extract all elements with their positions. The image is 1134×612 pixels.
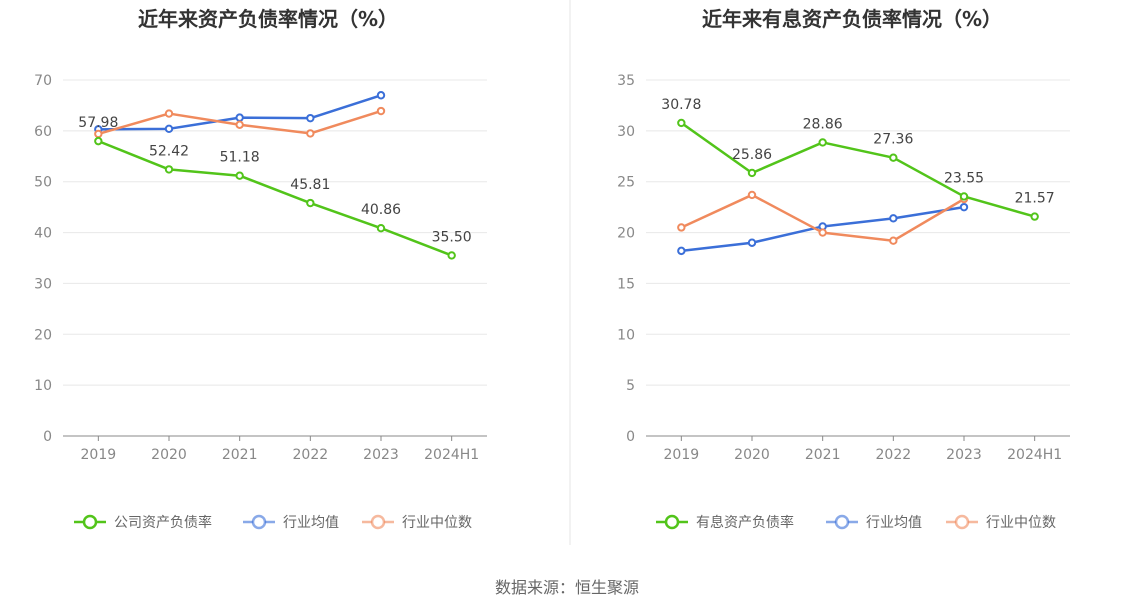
y-tick-label: 50 (34, 175, 52, 191)
data-point (447, 251, 456, 260)
x-tick-label: 2020 (151, 447, 187, 463)
data-point (306, 198, 315, 208)
data-point (376, 106, 386, 116)
data-label: 52.42 (149, 143, 189, 159)
series-line-1 (97, 139, 453, 257)
y-tick-label: 15 (617, 276, 635, 292)
y-tick-label: 20 (34, 327, 52, 343)
x-tick-label: 2022 (876, 447, 912, 463)
data-point (818, 138, 827, 147)
chart-1: 近年来资产负债率情况（%） 0 10 20 30 40 50 60 70 2019 2020 2021… (34, 7, 487, 531)
legend-label: 行业中位数 (986, 515, 1056, 531)
legend-swatch-marker (954, 514, 970, 530)
data-point (235, 120, 244, 129)
x-tick-label: 2023 (363, 447, 399, 463)
y-tick-label: 40 (34, 226, 52, 242)
x-tick-label: 2020 (734, 447, 770, 463)
y-tick-label: 0 (626, 429, 635, 445)
legend-item-3: 行业中位数 (362, 514, 472, 531)
legend-label: 有息资产负债率 (696, 514, 794, 531)
data-label: 21.57 (1015, 191, 1055, 207)
legend-item-2: 行业均值 (243, 514, 339, 531)
data-point (376, 223, 386, 233)
series-line-1 (680, 121, 1036, 218)
data-point (677, 223, 686, 232)
data-point (235, 171, 244, 180)
legend-swatch-marker (82, 514, 98, 530)
source-note: 数据来源：恒生聚源 (494, 578, 639, 597)
data-point (677, 118, 686, 128)
x-tick-label: 2024H1 (424, 447, 479, 463)
data-point (889, 214, 898, 223)
data-label: 40.86 (361, 202, 401, 218)
y-tick-label: 60 (34, 124, 52, 140)
y-tick-label: 30 (34, 276, 52, 292)
chart-title: 近年来有息资产负债率情况（%） (702, 7, 1002, 31)
data-point (164, 109, 174, 118)
data-point (677, 246, 686, 256)
data-label: 51.18 (220, 150, 260, 166)
data-label: 30.78 (661, 97, 701, 113)
data-point (889, 153, 898, 162)
legend-label: 行业均值 (866, 515, 922, 531)
data-label: 45.81 (290, 177, 330, 193)
data-point (94, 129, 103, 139)
data-point (164, 165, 174, 174)
x-tick-label: 2019 (81, 447, 117, 463)
y-tick-label: 30 (617, 124, 635, 140)
legend-item-2: 行业均值 (826, 514, 922, 531)
x-tick-label: 2022 (293, 447, 329, 463)
data-label: 23.55 (944, 170, 984, 186)
data-point (889, 236, 898, 245)
data-point (747, 168, 757, 178)
legend-label: 公司资产负债率 (114, 514, 212, 531)
legend-item-3: 行业中位数 (946, 514, 1056, 531)
legend-label: 行业中位数 (402, 515, 472, 531)
data-point (235, 113, 244, 122)
data-point (1030, 212, 1039, 221)
y-tick-label: 0 (43, 429, 52, 445)
y-tick-label: 10 (34, 378, 52, 394)
data-label: 28.86 (803, 116, 843, 132)
data-point (959, 192, 969, 201)
legend-swatch-marker (664, 514, 680, 530)
y-tick-label: 35 (617, 73, 635, 89)
data-point (959, 202, 969, 212)
data-point (306, 129, 315, 138)
legend-item-1: 有息资产负债率 (656, 514, 794, 531)
x-tick-label: 2024H1 (1007, 447, 1062, 463)
legend-swatch-marker (370, 514, 386, 530)
data-point (94, 136, 103, 146)
y-tick-label: 10 (617, 327, 635, 343)
data-point (818, 228, 827, 237)
data-label: 57.98 (78, 115, 118, 131)
data-label: 35.50 (432, 229, 472, 245)
data-point (164, 124, 174, 134)
data-point (747, 190, 757, 200)
data-point (306, 113, 315, 123)
x-tick-label: 2021 (222, 447, 258, 463)
data-point (747, 238, 757, 247)
legend-label: 行业均值 (283, 515, 339, 531)
x-tick-label: 2023 (946, 447, 982, 463)
chart-title: 近年来资产负债率情况（%） (138, 7, 398, 31)
x-tick-label: 2019 (664, 447, 700, 463)
data-label: 27.36 (873, 132, 913, 148)
data-label: 25.86 (732, 147, 772, 163)
y-tick-label: 20 (617, 226, 635, 242)
legend-swatch-marker (834, 514, 850, 530)
legend-item-1: 公司资产负债率 (74, 514, 212, 531)
legend-swatch-marker (251, 514, 267, 530)
y-tick-label: 5 (626, 378, 635, 394)
x-tick-label: 2021 (805, 447, 841, 463)
y-tick-label: 25 (617, 175, 635, 191)
chart-2: 近年来有息资产负债率情况（%） 0 5 10 15 20 25 30 35 2019 2020 202… (617, 7, 1070, 531)
data-point (376, 91, 386, 100)
y-tick-label: 70 (34, 73, 52, 89)
